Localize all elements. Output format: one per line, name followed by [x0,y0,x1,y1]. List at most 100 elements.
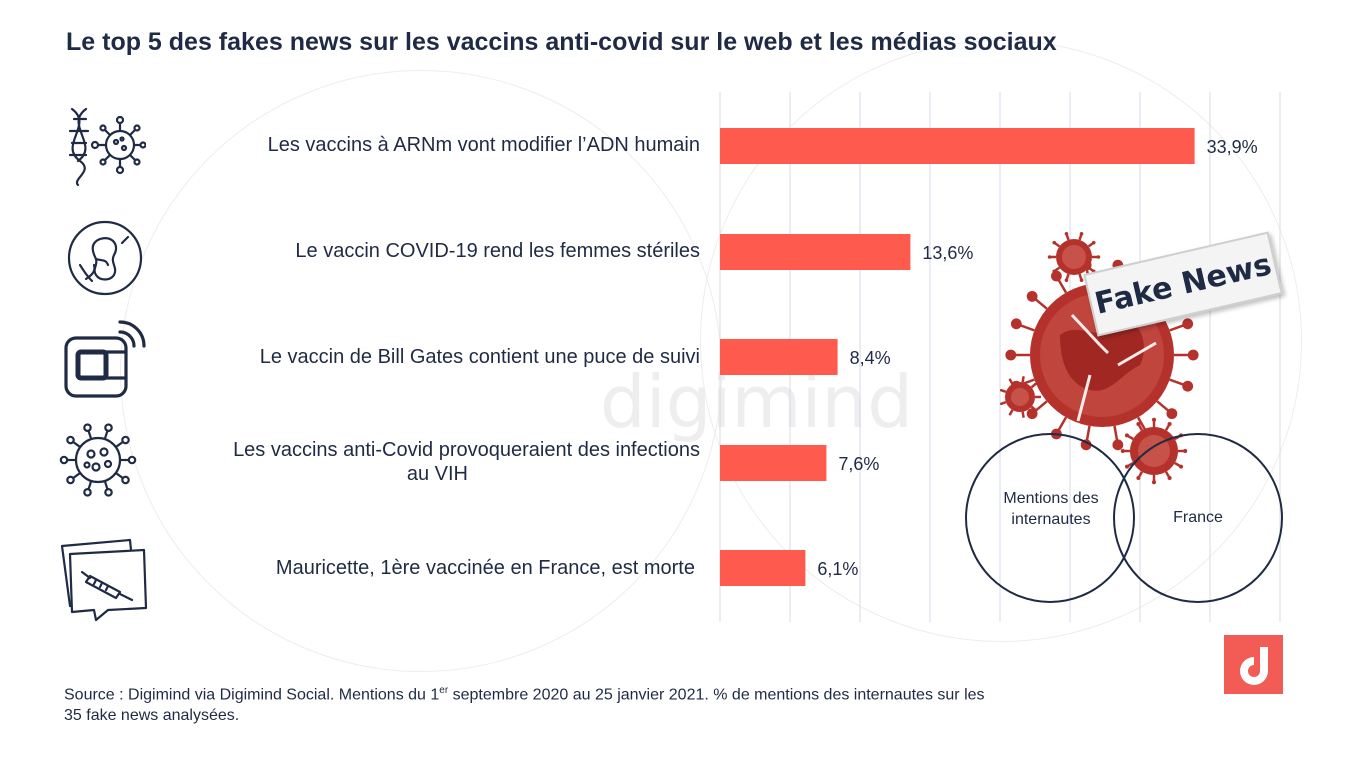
virus-art-spike-tip [1178,464,1184,469]
virus-art-spike [1137,471,1144,478]
virus-art-spike-tip [1052,240,1057,245]
virus-art-spike-tip [1091,240,1096,245]
source-note: Source : Digimind via Digimind Social. M… [64,680,1004,726]
category-label-5-line: Mauricette, 1ère vaccinée en France, est… [275,557,695,579]
virus-art-spike [1065,234,1070,241]
virus-art-spike [1021,378,1025,383]
virus-spike-tip [66,475,75,485]
virus-art-spike [1164,424,1171,431]
virus-art-spike-tip [1064,231,1069,236]
virus-art-spike [1034,297,1048,310]
virus-art-spike-tip [1187,349,1199,361]
bar-2 [720,234,911,270]
virus-art-spike [1174,461,1181,468]
small-virus-left [1005,382,1035,412]
category-label-2-line: Le vaccin COVID-19 rend les femmes stéri… [295,240,700,262]
virus-art-spike [1087,266,1094,272]
virus-art-spike-tip [1136,475,1141,481]
virus-art-spike-tip [1033,408,1037,412]
virus-art-spike-tip [1026,290,1038,302]
venn-diagram [965,433,1283,603]
category-label-1-line: Les vaccins à ARNm vont modifier l’ADN h… [267,134,700,156]
digimind-logo-mark [1240,647,1268,685]
virus-art-spike-tip [1033,382,1037,386]
virus-art-spike [1169,323,1185,332]
virus-art-spike [1164,471,1171,478]
virus-art-spike-tip [1000,388,1003,392]
virus-spike [72,440,81,448]
virus-art-spike [1087,242,1094,248]
virus-art-spike [1030,405,1036,411]
virus-art-spike [1009,380,1014,385]
virus-art-spike [1136,416,1147,432]
virus-art-spike-tip [1183,448,1188,454]
virus-art-spike-tip [1166,408,1178,420]
virus-art-spike [1001,389,1007,394]
value-label-3: 8,4% [850,348,891,368]
virus-art-spike-tip [1010,318,1022,330]
chart-title: Le top 5 des fakes news sur les vaccins … [66,28,1057,56]
virus-spike [72,472,81,480]
category-label-4-line-2: au VIH [406,463,468,485]
virus-art-spike [1065,273,1070,280]
syringe-1 [1070,313,1110,355]
category-label-3-line: Le vaccin de Bill Gates contient une puc… [259,346,700,368]
value-label-4: 7,6% [838,454,879,474]
virus-art-spike [1057,278,1068,294]
virus-art-spike [1034,400,1048,413]
virus-spike-tip [66,435,75,445]
category-label-2: Le vaccin COVID-19 rend les femmes stéri… [140,239,700,263]
virus-art-spike [1127,434,1134,441]
source-sup: er [439,685,449,696]
virus-spike [87,430,93,440]
source-suffix: septembre 2020 au 25 janvier 2021. % de … [64,686,985,725]
virus-spike [87,480,93,490]
category-label-5: Mauricette, 1ère vaccinée en France, est… [135,556,695,580]
venn-right-label: France [1173,509,1223,526]
virus-spike-tip [59,455,69,465]
virus-art-spike-tip [1000,402,1003,406]
virus-art-spike-tip [1005,349,1017,361]
virus-art-spike [1169,378,1185,387]
virus-art-spike-tip [1096,255,1101,259]
virus-art-spike [1078,273,1083,280]
virus-art-spike-tip [1182,380,1194,392]
virus-art-spike-tip [1167,475,1172,481]
syringe-message-icon [60,538,148,622]
virus-art-spike [1019,323,1035,332]
chip-signal-icon [64,320,146,398]
syringe-2 [1117,341,1157,367]
virus-spike-tip [83,488,92,497]
virus-art-spike [1030,383,1036,389]
bar-5 [720,550,806,586]
category-label-4-line-1: Les vaccins anti-Covid provoqueraient de… [233,439,700,461]
virus-art-spike-tip [1080,439,1092,451]
virus-art-spike-tip [1022,376,1025,379]
virus-spike-tip [104,488,113,497]
virus-icon [59,423,137,497]
virus-art-spike [1113,425,1119,442]
virus-art-spike [1137,424,1144,431]
source-prefix: Source : Digimind via Digimind Social. M… [64,686,440,704]
virus-art-spike [1085,425,1091,442]
virus-art-spike-tip [1136,421,1141,427]
virus-art-spike-tip [1047,255,1052,259]
digimind-logo [1224,635,1283,694]
value-label-5: 6,1% [817,559,858,579]
virus-spike-tip [127,455,137,465]
watermark-circle-right [700,40,1302,642]
small-virus-top [1056,239,1092,275]
virus-art-spike-tip [1124,433,1130,438]
venn-circle-left [965,433,1135,603]
virus-spike-tip [121,435,130,445]
virus-spike [115,440,124,448]
value-label-2: 13,6% [922,243,973,263]
virus-art-spike-tip [1064,278,1069,283]
virus-spike [115,472,124,480]
virus-art-spike-tip [1079,231,1084,236]
bar-3 [720,339,838,375]
virus-art-spike-tip [1079,278,1084,283]
virus-spike-tip [83,423,92,432]
virus-art-spike [1078,234,1083,241]
virus-art-spike [1054,242,1061,248]
